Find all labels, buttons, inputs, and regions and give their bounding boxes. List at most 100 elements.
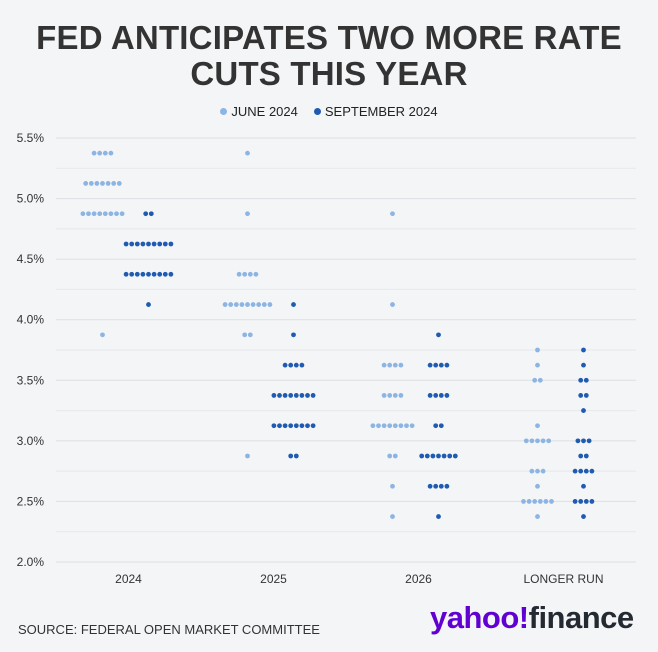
dot-june (535, 423, 540, 429)
dot-june (80, 211, 86, 217)
dot-september (293, 393, 299, 398)
dot-september (162, 271, 168, 277)
dot-september (581, 438, 586, 444)
legend-swatch-september (313, 108, 321, 115)
legend-item-june: JUNE 2024 (220, 104, 298, 119)
dot-september (140, 241, 146, 247)
dot-september (282, 393, 288, 398)
dot-september (277, 393, 282, 398)
dot-june (390, 302, 395, 307)
dot-june (242, 271, 248, 277)
dot-september (433, 362, 439, 368)
dot-september (441, 453, 447, 459)
dot-june (532, 377, 538, 383)
dot-june (239, 302, 245, 307)
dot-june (228, 302, 234, 307)
legend: JUNE 2024 SEPTEMBER 2024 (0, 104, 658, 119)
dot-september (578, 453, 584, 459)
dot-september (291, 332, 296, 338)
y-tick-label: 2.0% (17, 555, 45, 569)
dot-june (105, 181, 111, 186)
dot-september (589, 499, 595, 504)
dot-june (376, 423, 381, 429)
dot-september (438, 393, 444, 398)
dot-september (310, 393, 316, 398)
dot-june (97, 150, 103, 156)
dot-june (543, 499, 549, 504)
dot-september (288, 393, 294, 398)
dot-june (540, 468, 546, 474)
dot-june (102, 211, 108, 217)
y-tick-label: 4.0% (17, 313, 45, 327)
dot-september (151, 271, 157, 277)
y-tick-label: 4.5% (17, 252, 45, 266)
dot-september (444, 393, 450, 398)
dot-september (129, 241, 135, 247)
dot-september (438, 423, 444, 429)
dot-june (535, 514, 540, 519)
dot-june (381, 423, 387, 429)
dot-september (427, 362, 433, 368)
x-tick-label: 2025 (260, 572, 287, 586)
dot-september (271, 393, 277, 398)
dot-september (146, 302, 151, 307)
dot-june (108, 150, 114, 156)
dot-june (537, 377, 543, 383)
dot-september (583, 377, 589, 383)
dot-june (91, 150, 97, 156)
dot-september (430, 453, 436, 459)
dot-june (100, 332, 105, 338)
dot-september (293, 362, 299, 368)
dot-plot: 5.5% 5.0% 4.5% 4.0% 3.5% 3.0% 2.5% 2.0% 2024 2025… (17, 131, 636, 586)
dot-september (305, 393, 310, 398)
dot-september (436, 332, 441, 338)
dot-september (310, 423, 316, 429)
dot-june (535, 483, 540, 489)
dot-june (535, 438, 540, 444)
dot-september (433, 483, 439, 489)
dot-june (409, 423, 415, 429)
dot-september (452, 453, 458, 459)
dot-september (581, 408, 586, 413)
chart-title: FED ANTICIPATES TWO MORE RATE CUTS THIS … (36, 19, 622, 92)
dot-september (444, 362, 450, 368)
dot-september (143, 211, 149, 217)
dot-september (162, 241, 168, 247)
dot-september (288, 362, 294, 368)
dot-june (392, 393, 398, 398)
dot-june (390, 211, 395, 217)
dot-september (581, 347, 586, 353)
legend-swatch-june (220, 108, 228, 115)
dot-september (123, 241, 129, 247)
dot-june (116, 181, 122, 186)
logo-yahoo: yahoo! (430, 600, 529, 635)
dot-september (288, 423, 294, 429)
x-tick-label: LONGER RUN (523, 572, 603, 586)
legend-item-september: SEPTEMBER 2024 (313, 104, 438, 119)
dot-september (148, 211, 154, 217)
dot-september (583, 468, 589, 474)
dot-september (436, 514, 441, 519)
dot-june (245, 302, 250, 307)
dot-september (277, 423, 282, 429)
dot-june (236, 271, 242, 277)
dot-september (419, 453, 425, 459)
dot-september (282, 423, 288, 429)
dot-september (299, 362, 305, 368)
dot-september (578, 499, 584, 504)
yahoo-finance-logo: yahoo!finance (430, 600, 634, 636)
dot-june (242, 332, 248, 338)
dot-june (392, 423, 398, 429)
dot-september (583, 393, 589, 398)
dot-september (444, 483, 450, 489)
dot-september (433, 423, 439, 429)
dot-september (578, 468, 584, 474)
dot-june (398, 393, 404, 398)
dot-june (261, 302, 267, 307)
dot-september (581, 483, 586, 489)
dot-june (387, 393, 393, 398)
dot-june (100, 181, 105, 186)
dot-september (157, 241, 163, 247)
dot-june (529, 468, 535, 474)
dot-june (387, 453, 393, 459)
